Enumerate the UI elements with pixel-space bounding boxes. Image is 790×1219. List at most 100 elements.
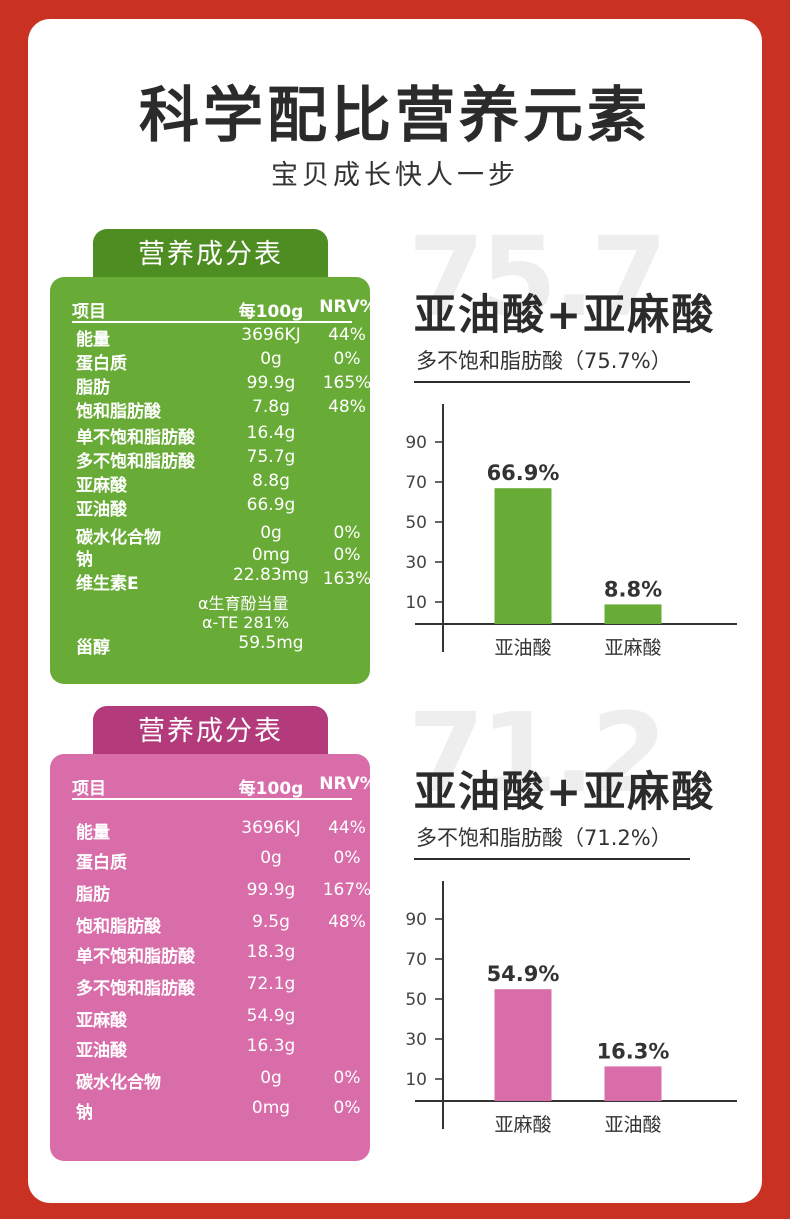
table-cell-amount: 16.3g: [246, 1036, 296, 1056]
vitamin-e-note: α-TE 281%: [202, 613, 290, 632]
table-row: 碳水化合物 0g 0%: [76, 523, 360, 548]
table-header: 项目 每100g NRV%: [72, 297, 377, 323]
bar-value-label: 54.9%: [487, 962, 560, 986]
table-cell-name: 单不饱和脂肪酸: [76, 947, 195, 967]
table-row: 单不饱和脂肪酸 16.4g: [76, 423, 352, 448]
table-cell-amount: 0g: [260, 848, 282, 868]
y-tick-label: 50: [405, 990, 427, 1010]
table-cell-nrv: 0%: [333, 523, 361, 543]
table-row: 亚麻酸 8.8g: [76, 471, 352, 496]
table-header-cell: 每100g: [238, 302, 304, 322]
table-cell-amount: 72.1g: [246, 974, 296, 994]
table-cell-amount: 7.8g: [252, 397, 290, 417]
x-category-label: 亚麻酸: [604, 637, 661, 659]
table-cell-amount: 0mg: [251, 1098, 291, 1118]
table-row: 脂肪 99.9g 167%: [76, 880, 371, 905]
table-cell-name: 钠: [76, 1103, 93, 1123]
table-row: 钠 0mg 0%: [76, 1098, 360, 1123]
divider: [414, 858, 690, 860]
table-row: 蛋白质 0g 0%: [76, 848, 360, 873]
table-cell-amount: 16.4g: [246, 423, 296, 443]
table-cell-nrv: 167%: [322, 880, 372, 900]
section-title: 亚油酸+亚麻酸: [414, 767, 716, 816]
table-row: 碳水化合物 0g 0%: [76, 1068, 360, 1093]
table-row: 甾醇 59.5mg: [76, 633, 352, 658]
table-row: 单不饱和脂肪酸 18.3g: [76, 942, 352, 967]
y-tick-label: 50: [405, 513, 427, 533]
table-cell-name: 蛋白质: [76, 853, 127, 873]
table-cell-nrv: 163%: [322, 569, 372, 589]
table-header-cell: 项目: [72, 302, 106, 322]
table-row: 亚麻酸 54.9g: [76, 1006, 352, 1031]
table-cell-nrv: 44%: [328, 325, 366, 345]
nutrition-tab-green: 营养成分表: [93, 229, 328, 281]
table-row: 维生素E 22.83mg 163%: [76, 565, 371, 594]
table-header-cell: 每100g: [238, 779, 304, 799]
section-title: 亚油酸+亚麻酸: [414, 290, 716, 339]
table-cell-name: 碳水化合物: [76, 528, 161, 548]
y-tick-label: 10: [405, 593, 427, 613]
bar-chart-1: 10 30 50 70 90 66.9% 亚油酸 8.8% 亚麻酸: [405, 404, 737, 659]
y-tick-label: 30: [405, 553, 427, 573]
table-cell-amount: 22.83mg: [232, 565, 310, 585]
table-row: 亚油酸 16.3g: [76, 1036, 352, 1061]
table-row: 脂肪 99.9g 165%: [76, 373, 371, 398]
table-cell-nrv: 48%: [328, 397, 366, 417]
table-cell-amount: 0g: [260, 349, 282, 369]
big-number-bg: 71.2: [408, 689, 667, 817]
nutrition-tab-pink: 营养成分表: [93, 706, 328, 758]
x-category-label: 亚油酸: [604, 1114, 661, 1136]
bar: [494, 488, 552, 624]
table-cell-nrv: 44%: [328, 818, 366, 838]
table-header-cell: NRV%: [319, 774, 377, 794]
table-row: 多不饱和脂肪酸 75.7g: [76, 447, 352, 472]
bar: [494, 989, 552, 1101]
table-cell-amount: 9.5g: [252, 912, 290, 932]
y-tick-label: 90: [405, 910, 427, 930]
y-tick-label: 70: [405, 950, 427, 970]
bar-value-label: 66.9%: [487, 461, 560, 485]
page-title: 科学配比营养元素: [139, 81, 651, 151]
table-cell-amount: 0g: [260, 1068, 282, 1088]
table-cell-name: 饱和脂肪酸: [76, 917, 161, 937]
table-cell-amount: 3696KJ: [241, 325, 301, 345]
y-tick-label: 30: [405, 1030, 427, 1050]
table-cell-amount: 75.7g: [246, 447, 296, 467]
bar: [604, 604, 662, 624]
bar-chart-2: 10 30 50 70 90 54.9% 亚麻酸 16.3% 亚油酸: [405, 881, 737, 1136]
bar: [604, 1066, 662, 1101]
table-row: 饱和脂肪酸 9.5g 48%: [76, 912, 366, 937]
y-tick-label: 10: [405, 1070, 427, 1090]
table-cell-name: 多不饱和脂肪酸: [76, 452, 195, 472]
table-cell-name: 亚麻酸: [76, 1011, 127, 1031]
table-cell-amount: 59.5mg: [238, 633, 304, 653]
table-cell-nrv: 0%: [333, 848, 361, 868]
table-cell-name: 能量: [76, 330, 110, 350]
table-cell-name: 蛋白质: [76, 354, 127, 374]
table-cell-nrv: 48%: [328, 912, 366, 932]
table-header-cell: NRV%: [319, 297, 377, 317]
table-cell-name: 钠: [76, 550, 93, 570]
table-row: 能量 3696KJ 44%: [76, 818, 366, 843]
section-subtitle: 多不饱和脂肪酸（75.7%）: [416, 349, 672, 373]
table-cell-nrv: 0%: [333, 1098, 361, 1118]
table-cell-amount: 54.9g: [246, 1006, 296, 1026]
nutrition-table-pink: 项目 每100g NRV% 能量 3696KJ 44% 蛋白质 0g 0% 脂肪 99.9g 167%…: [50, 754, 377, 1161]
table-row: 蛋白质 0g 0%: [76, 349, 360, 374]
table-row: 能量 3696KJ 44%: [76, 325, 366, 350]
bar-value-label: 8.8%: [604, 577, 662, 601]
table-row: 亚油酸 66.9g: [76, 495, 352, 520]
table-cell-amount: 99.9g: [246, 880, 296, 900]
big-number-bg: 75.7: [408, 213, 667, 341]
table-cell-name: 脂肪: [76, 378, 110, 398]
table-cell-name: 饱和脂肪酸: [76, 402, 161, 422]
table-row: 钠 0mg 0%: [76, 545, 360, 570]
vitamin-e-note: α生育酚当量: [198, 594, 289, 613]
table-header-cell: 项目: [72, 779, 106, 799]
bar-value-label: 16.3%: [597, 1039, 670, 1063]
table-cell-amount: 18.3g: [246, 942, 296, 962]
table-row: 饱和脂肪酸 7.8g 48%: [76, 397, 366, 422]
y-tick-label: 70: [405, 473, 427, 493]
table-cell-amount: 99.9g: [246, 373, 296, 393]
table-cell-name: 脂肪: [76, 885, 110, 905]
